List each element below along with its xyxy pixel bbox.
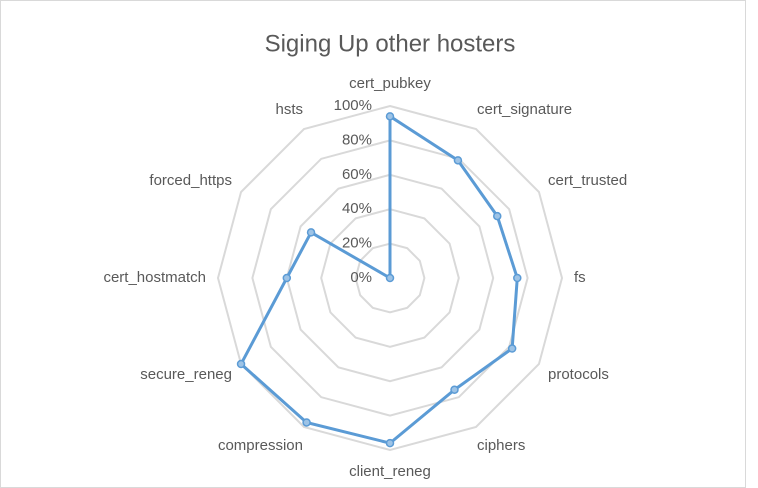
axis-label: compression bbox=[218, 437, 303, 454]
grid-ring bbox=[216, 104, 564, 452]
data-point bbox=[306, 228, 316, 237]
r-tick-label: 60% bbox=[342, 166, 372, 183]
data-point bbox=[513, 273, 522, 283]
axis-label: cert_pubkey bbox=[349, 75, 431, 92]
r-tick-label: 0% bbox=[350, 269, 372, 286]
axis-label: secure_reneg bbox=[140, 366, 232, 383]
axis-label: cert_hostmatch bbox=[103, 269, 206, 286]
r-tick-label: 20% bbox=[342, 235, 372, 252]
axis-label: protocols bbox=[548, 366, 609, 383]
data-point bbox=[507, 344, 517, 353]
axis-label: hsts bbox=[275, 101, 303, 118]
data-point bbox=[450, 385, 459, 394]
grid-ring bbox=[285, 173, 495, 383]
r-tick-label: 80% bbox=[342, 131, 372, 148]
chart-title: Siging Up other hosters bbox=[265, 30, 516, 57]
axis-label: client_reneg bbox=[349, 463, 431, 480]
data-point bbox=[385, 438, 395, 448]
r-tick-label: 40% bbox=[342, 200, 372, 217]
data-point bbox=[236, 359, 246, 369]
data-point bbox=[385, 112, 395, 121]
data-point bbox=[282, 273, 292, 283]
data-point bbox=[453, 156, 463, 165]
axis-label: ciphers bbox=[477, 437, 525, 454]
axis-label: fs bbox=[574, 269, 586, 286]
data-point bbox=[302, 418, 311, 427]
axis-label: forced_https bbox=[149, 172, 232, 189]
grid-ring bbox=[251, 139, 529, 417]
data-point bbox=[492, 211, 502, 221]
data-point bbox=[385, 273, 395, 283]
axis-label: cert_signature bbox=[477, 101, 572, 118]
axis-label: cert_trusted bbox=[548, 172, 627, 189]
r-tick-label: 100% bbox=[334, 97, 372, 114]
